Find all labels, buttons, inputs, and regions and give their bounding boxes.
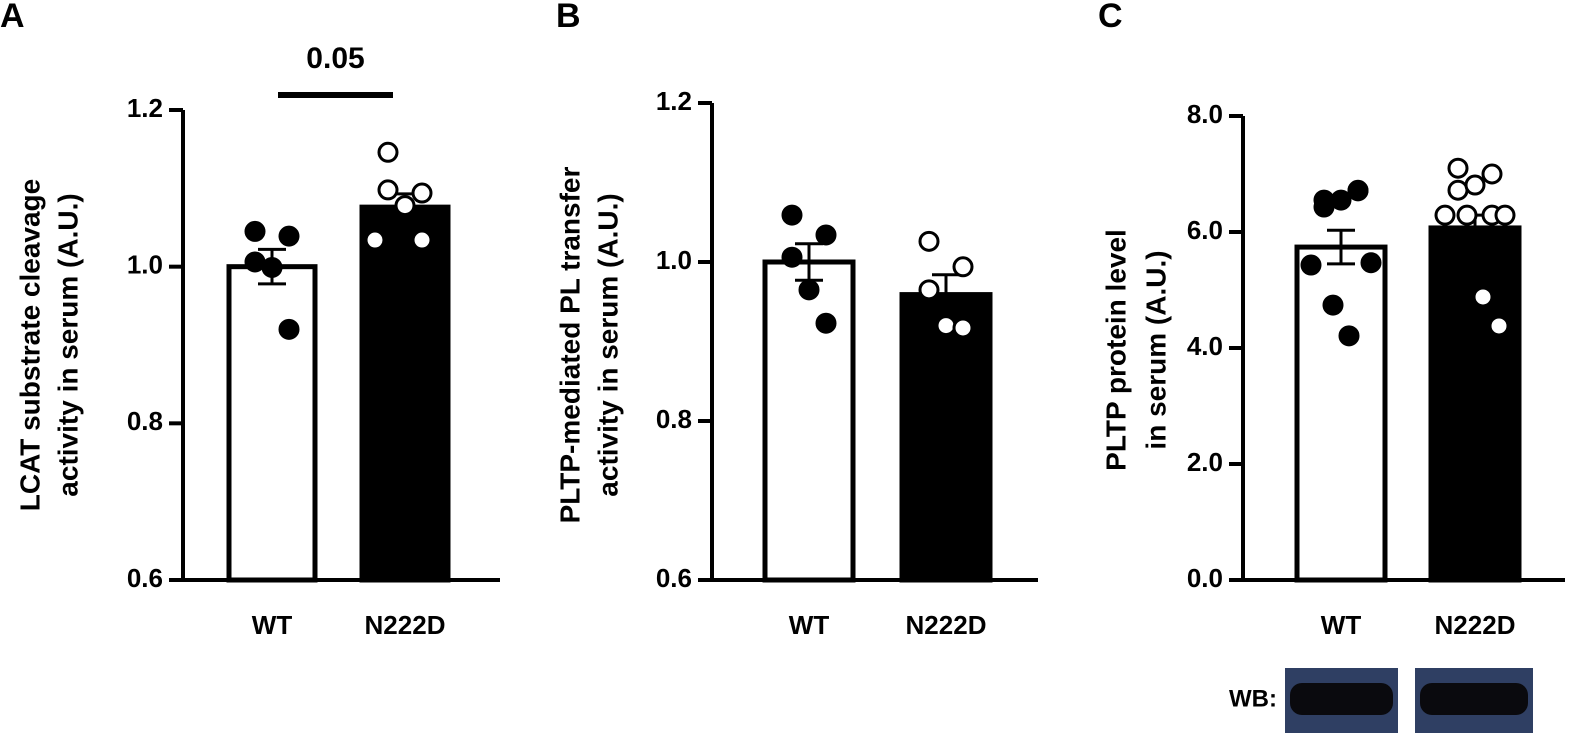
blot-label: WB: — [1229, 685, 1277, 712]
x-tick-label: WT — [1321, 610, 1362, 640]
y-axis-label: activity in serum (A.U.) — [52, 193, 83, 496]
x-tick-label: N222D — [365, 610, 446, 640]
panel-letter: A — [0, 0, 25, 35]
data-point — [1472, 286, 1494, 308]
y-tick-label: 0.8 — [656, 404, 692, 434]
data-point — [952, 256, 974, 278]
y-axis-label: PLTP-mediated PL transfer — [554, 166, 585, 523]
panel-letter: C — [1098, 0, 1123, 35]
data-point — [411, 182, 433, 204]
y-tick-label: 0.8 — [127, 406, 163, 436]
data-point — [1464, 174, 1486, 196]
data-point — [1313, 196, 1335, 218]
data-point — [1300, 254, 1322, 276]
y-tick-label: 8.0 — [1187, 99, 1223, 129]
data-point — [935, 315, 957, 337]
panel-letter: B — [556, 0, 581, 35]
y-axis-label: PLTP protein level — [1100, 229, 1131, 471]
blot-band — [1290, 683, 1393, 715]
y-tick-label: 1.0 — [656, 245, 692, 275]
bar — [762, 259, 856, 583]
x-tick-label: WT — [789, 610, 830, 640]
y-tick-label: 0.6 — [127, 563, 163, 593]
data-point — [781, 246, 803, 268]
x-tick-label: N222D — [1435, 610, 1516, 640]
data-point — [394, 195, 416, 217]
data-point — [781, 204, 803, 226]
y-axis-label: in serum (A.U.) — [1140, 250, 1171, 449]
data-point — [1338, 325, 1360, 347]
data-point — [1434, 204, 1456, 226]
bar — [1428, 225, 1522, 583]
y-tick-label: 2.0 — [1187, 447, 1223, 477]
error-bar — [932, 273, 960, 316]
y-tick-label: 4.0 — [1187, 331, 1223, 361]
data-point — [278, 318, 300, 340]
data-point — [377, 141, 399, 163]
data-point — [1447, 179, 1469, 201]
y-tick-label: 1.0 — [127, 250, 163, 280]
data-point — [1481, 163, 1503, 185]
data-point — [244, 220, 266, 242]
data-point — [1488, 315, 1510, 337]
western-blot — [1285, 668, 1533, 733]
y-axis-label: LCAT substrate cleavage — [14, 179, 45, 512]
data-point — [815, 312, 837, 334]
data-point — [1447, 157, 1469, 179]
data-point — [411, 229, 433, 251]
bar — [359, 204, 451, 583]
y-tick-label: 0.6 — [656, 563, 692, 593]
data-point — [261, 256, 283, 278]
data-point — [244, 251, 266, 273]
data-point — [952, 317, 974, 339]
data-point — [815, 224, 837, 246]
data-point — [1494, 204, 1516, 226]
annotation: 0.05 — [306, 42, 364, 75]
bar — [899, 292, 993, 583]
data-point — [1456, 204, 1478, 226]
bar — [1294, 244, 1388, 583]
data-point — [1360, 252, 1382, 274]
error-bar — [1327, 228, 1355, 266]
data-point — [278, 225, 300, 247]
blot-band — [1420, 683, 1528, 715]
data-point — [377, 179, 399, 201]
y-tick-label: 0.0 — [1187, 563, 1223, 593]
y-axis-label: activity in serum (A.U.) — [592, 193, 623, 496]
data-point — [918, 279, 940, 301]
data-point — [1347, 180, 1369, 202]
y-tick-label: 6.0 — [1187, 215, 1223, 245]
bar — [226, 264, 318, 583]
data-point — [798, 279, 820, 301]
data-point — [1322, 294, 1344, 316]
data-point — [918, 230, 940, 252]
data-point — [364, 229, 386, 251]
x-tick-label: WT — [252, 610, 293, 640]
y-tick-label: 1.2 — [127, 93, 163, 123]
y-tick-label: 1.2 — [656, 86, 692, 116]
x-tick-label: N222D — [906, 610, 987, 640]
data-point — [1330, 189, 1352, 211]
